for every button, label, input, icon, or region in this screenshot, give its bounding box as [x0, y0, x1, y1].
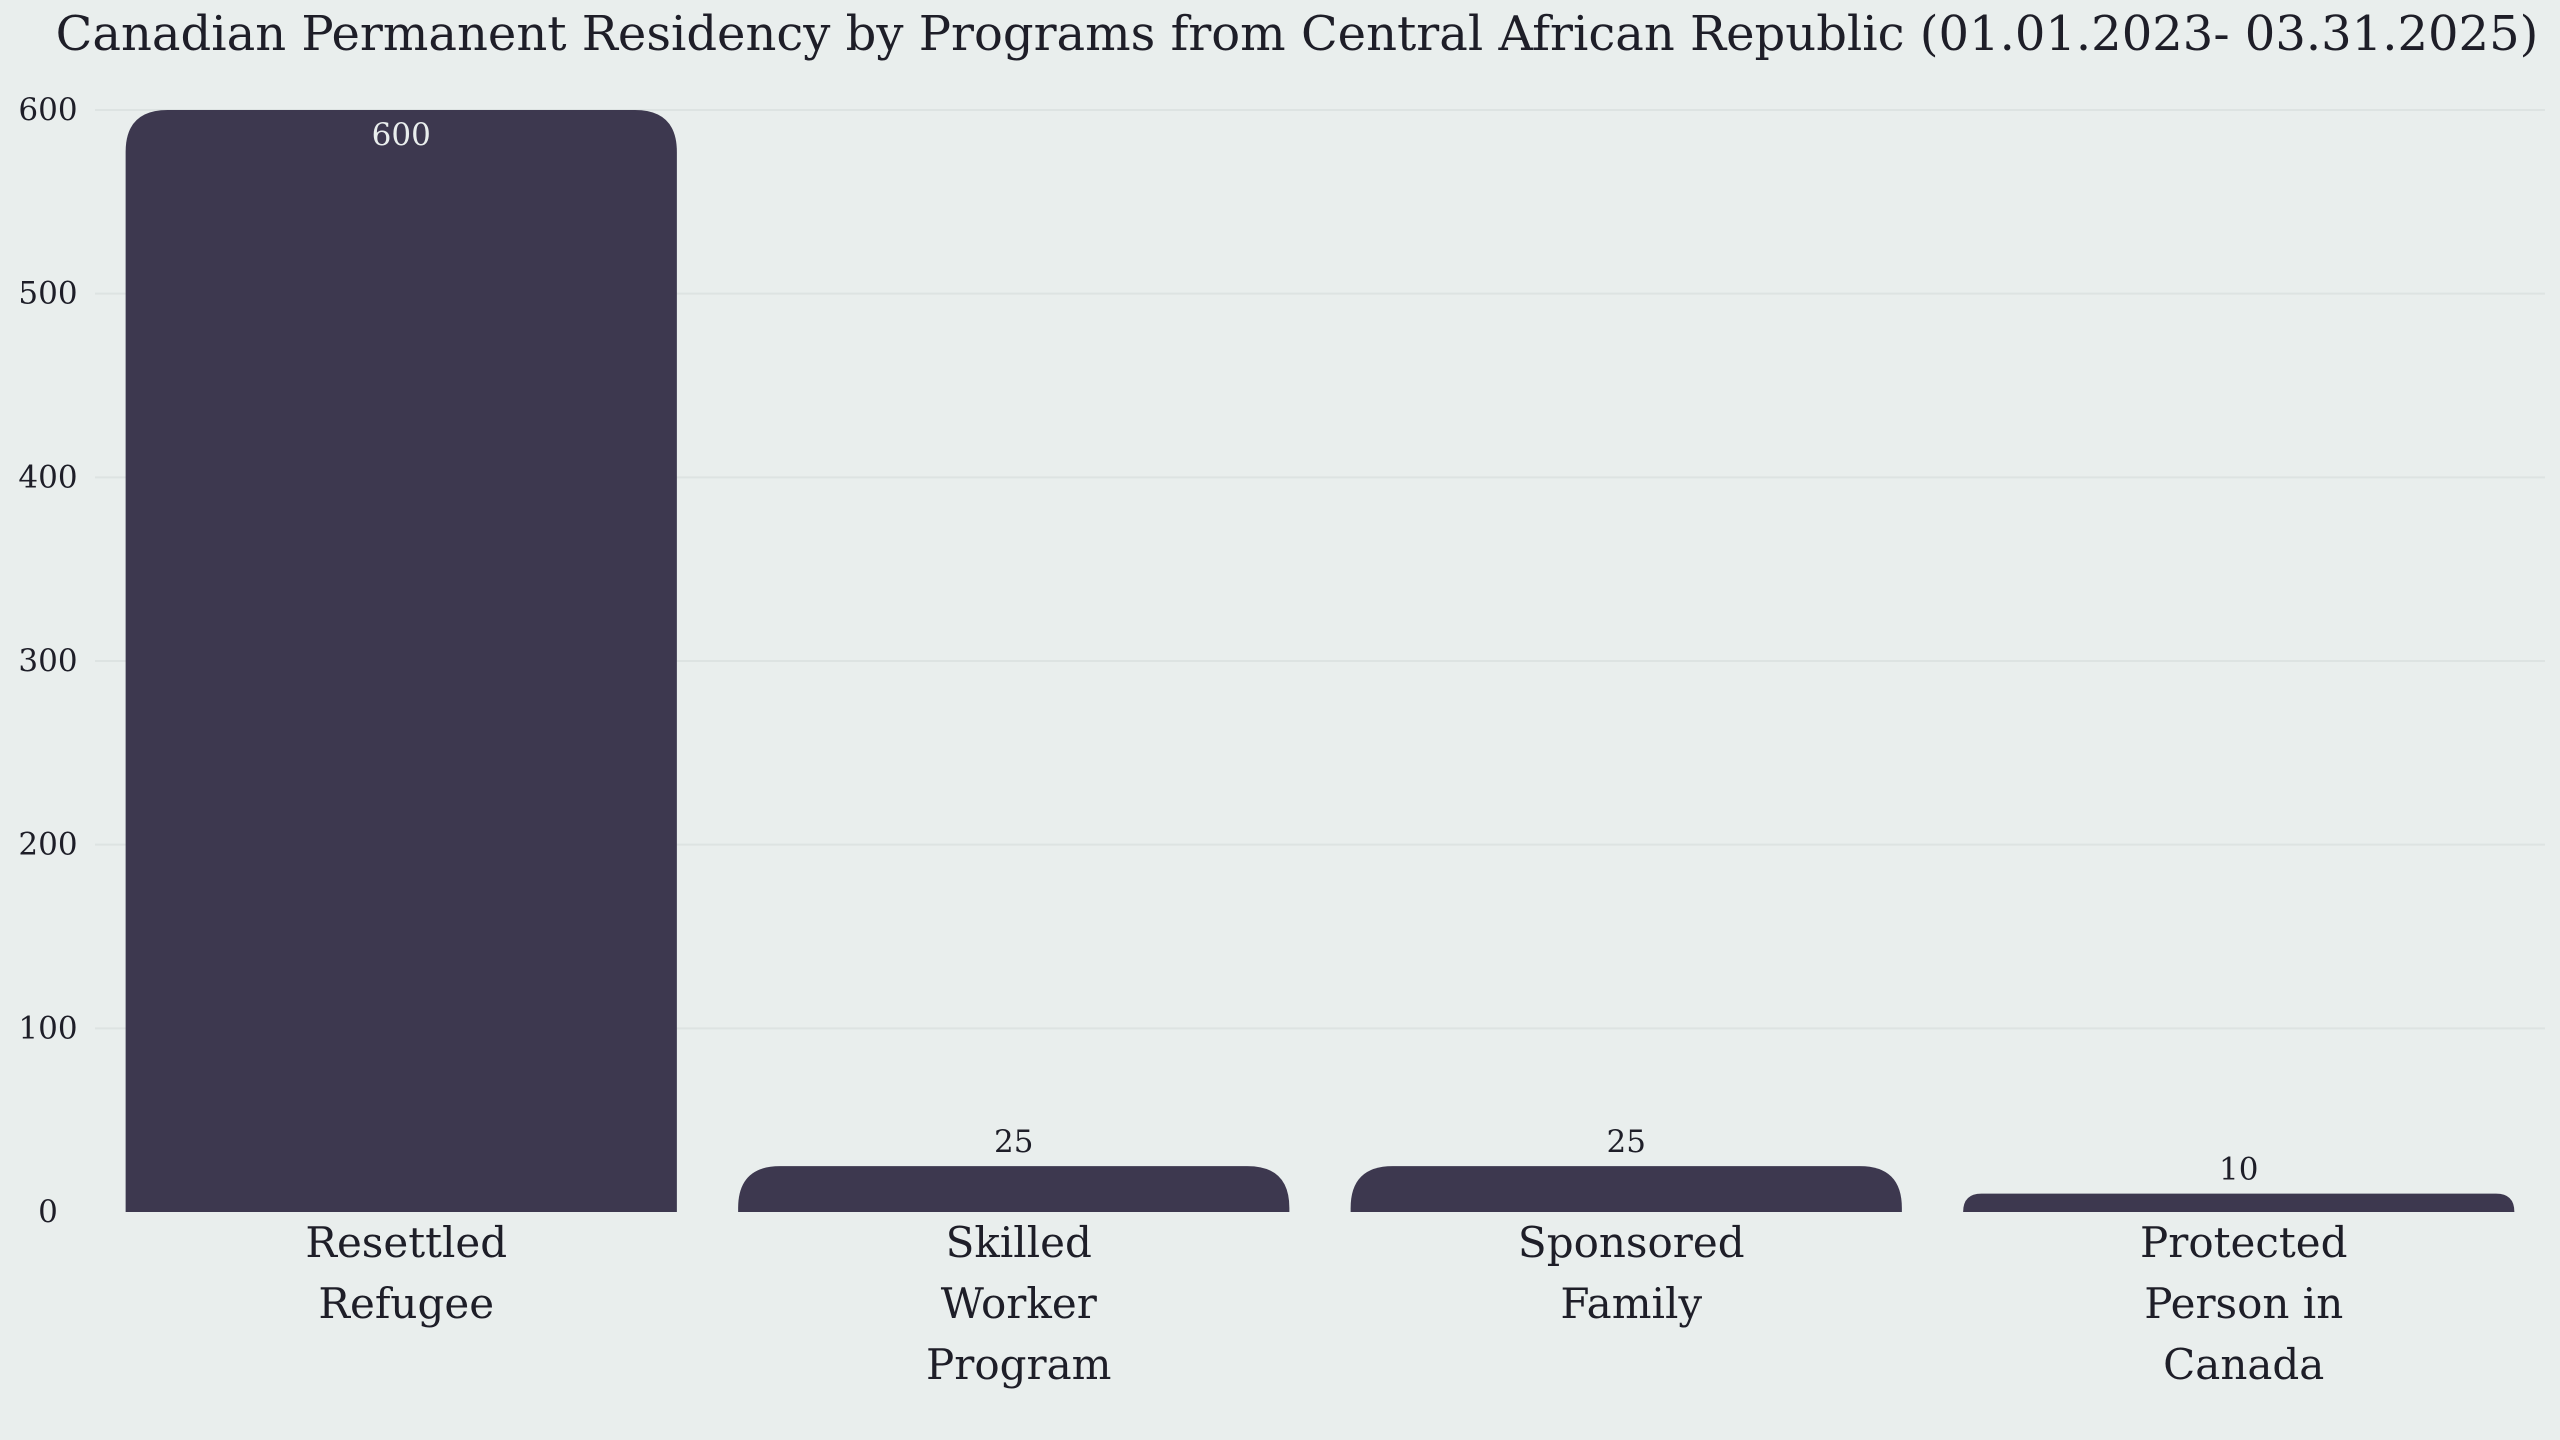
- bar: [738, 1166, 1290, 1212]
- y-tick-label: 100: [18, 1010, 77, 1046]
- x-tick-label: Sponsored Family: [1518, 1218, 1745, 1328]
- y-tick-label: 300: [18, 643, 77, 679]
- chart-title: Canadian Permanent Residency by Programs…: [56, 6, 2539, 62]
- y-tick-label: 500: [18, 276, 77, 312]
- bar: [1350, 1166, 1902, 1212]
- x-tick-label: Resettled Refugee: [305, 1218, 507, 1328]
- data-labels: 600 25 25 10: [372, 117, 2259, 1188]
- data-label: 25: [1607, 1124, 1646, 1160]
- y-tick-label: 200: [18, 827, 77, 863]
- x-tick-label: Skilled Worker Program: [926, 1218, 1111, 1389]
- x-tick-label: Protected Person in Canada: [2140, 1218, 2348, 1389]
- x-axis-labels: Resettled Refugee Skilled Worker Program Spon…: [305, 1218, 2347, 1389]
- data-label: 10: [2219, 1152, 2258, 1188]
- bar: [125, 110, 677, 1212]
- y-tick-label: 0: [38, 1194, 58, 1230]
- data-label: 25: [994, 1124, 1033, 1160]
- y-axis-ticks: 0 100 200 300 400 500 600: [18, 92, 77, 1230]
- bars: [125, 110, 2515, 1212]
- y-tick-label: 600: [18, 92, 77, 128]
- y-tick-label: 400: [18, 459, 77, 495]
- data-label: 600: [372, 117, 431, 153]
- bar: [1963, 1193, 2515, 1212]
